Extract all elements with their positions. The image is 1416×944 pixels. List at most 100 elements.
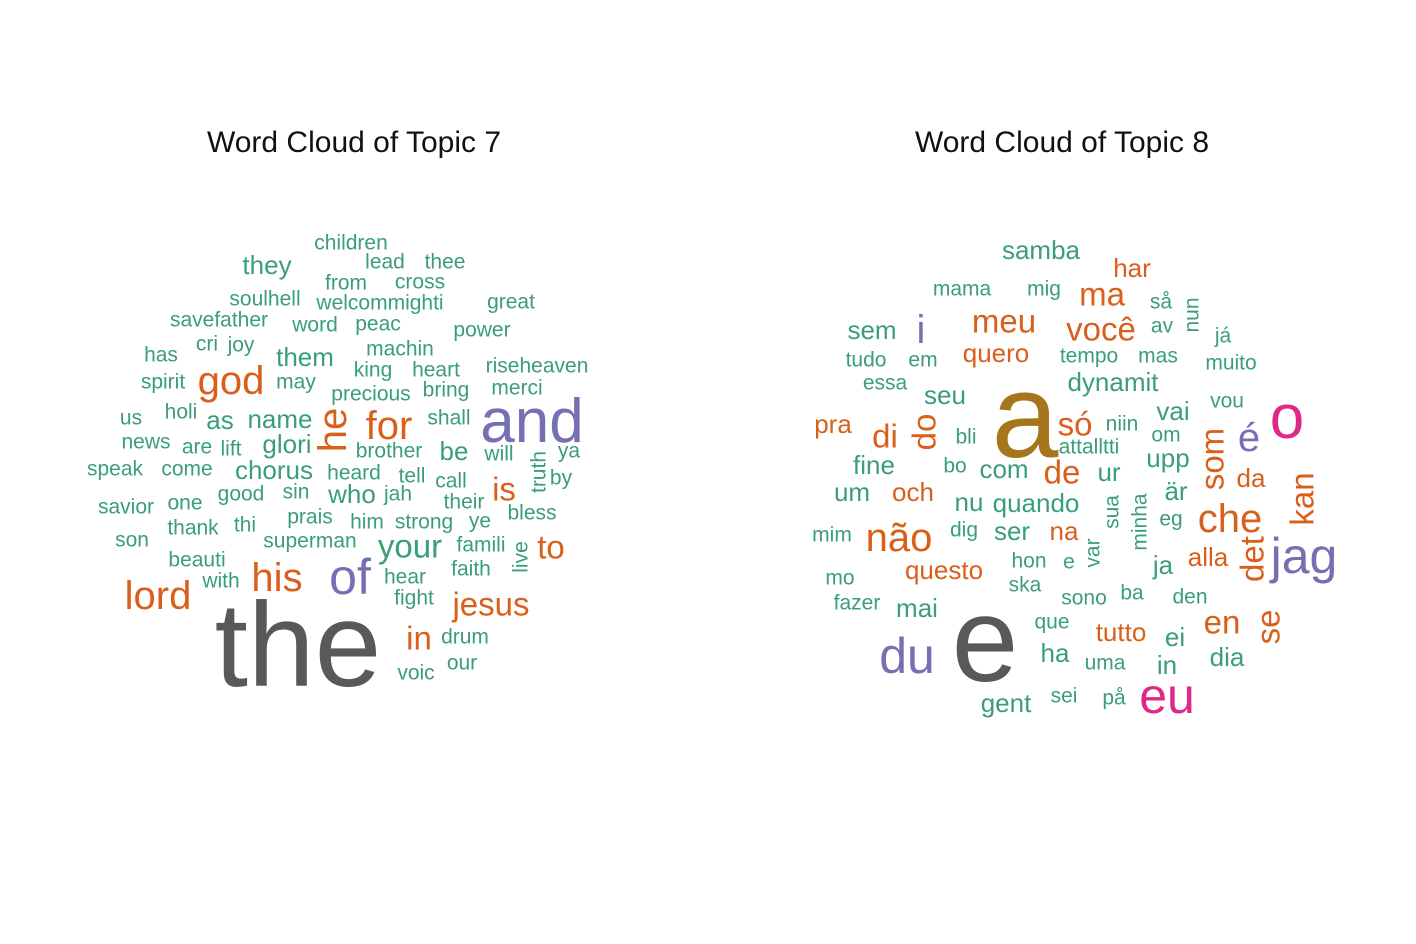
cloud-word: mai — [896, 593, 938, 623]
cloud-word: chorus — [234, 455, 314, 485]
cloud-word: fazer — [833, 591, 881, 615]
cloud-word: him — [350, 510, 384, 534]
cloud-word: minha — [1128, 493, 1152, 551]
cloud-word: speak — [86, 457, 144, 481]
cloud-word: do — [905, 413, 943, 451]
cloud-word: will — [484, 442, 514, 466]
cloud-word: nun — [1180, 297, 1204, 333]
cloud-word: och — [892, 477, 934, 507]
cloud-word: news — [121, 430, 171, 454]
cloud-word: em — [908, 348, 938, 372]
panel-title: Word Cloud of Topic 7 — [206, 126, 502, 159]
cloud-word: só — [1057, 405, 1093, 443]
cloud-word: i — [916, 308, 926, 352]
cloud-word: call — [435, 469, 467, 493]
cloud-word: är — [1164, 476, 1188, 506]
cloud-word: na — [1049, 516, 1079, 546]
cloud-word: king — [353, 358, 393, 382]
cloud-word: mo — [825, 566, 855, 590]
cloud-word: son — [115, 528, 149, 552]
cloud-word: is — [492, 470, 516, 508]
cloud-word: seu — [924, 380, 966, 410]
cloud-word: them — [276, 342, 334, 372]
cloud-word: joy — [227, 333, 255, 357]
cloud-word: with — [202, 569, 240, 593]
cloud-word: den — [1172, 585, 1208, 609]
cloud-word: sin — [282, 480, 310, 504]
cloud-word: du — [879, 628, 935, 684]
cloud-word: bring — [422, 378, 470, 402]
cloud-word: tempo — [1059, 344, 1119, 368]
cloud-word: dig — [949, 518, 979, 542]
cloud-word: hear — [383, 565, 427, 589]
cloud-word: bless — [507, 501, 557, 525]
cloud-word: spirit — [140, 370, 186, 394]
cloud-word: lead — [365, 250, 405, 274]
word-cloud-panel-topic-7: Word Cloud of Topic 7 the and of lord god for… — [86, 126, 588, 706]
cloud-word: upp — [1146, 443, 1190, 473]
cloud-word: ye — [468, 509, 492, 533]
cloud-word: det — [1233, 536, 1271, 582]
cloud-word: power — [453, 318, 511, 342]
cloud-word: cross — [394, 270, 446, 294]
cloud-word: ei — [1164, 622, 1186, 652]
cloud-word: savior — [97, 495, 155, 519]
cloud-word: nu — [954, 487, 984, 517]
cloud-word: dynamit — [1067, 367, 1159, 397]
cloud-word: ha — [1040, 638, 1070, 668]
cloud-word: who — [328, 479, 376, 509]
cloud-word: e — [1063, 550, 1075, 574]
cloud-word: holi — [164, 400, 198, 424]
cloud-word: um — [833, 477, 871, 507]
cloud-word: en — [1203, 603, 1241, 641]
cloud-word: bli — [955, 425, 977, 449]
cloud-word: cri — [195, 332, 219, 356]
cloud-word: heart — [412, 358, 460, 382]
word-cloud: the and of lord god for he his is to jesus in your ch… — [86, 231, 588, 706]
cloud-word: truth — [527, 450, 551, 494]
cloud-word: så — [1149, 290, 1173, 314]
cloud-word: que — [1034, 610, 1070, 634]
cloud-word: uma — [1084, 651, 1126, 675]
cloud-word: av — [1150, 314, 1174, 338]
cloud-word: tell — [398, 464, 426, 488]
cloud-word: som — [1193, 427, 1231, 491]
cloud-word: strong — [394, 510, 454, 534]
cloud-word: as — [206, 405, 234, 435]
cloud-word: jesus — [452, 585, 530, 623]
cloud-word: vou — [1210, 389, 1244, 413]
cloud-word: mama — [932, 277, 992, 301]
cloud-word: superman — [263, 529, 357, 553]
cloud-word: quando — [992, 488, 1080, 518]
cloud-word: o — [1269, 383, 1305, 452]
cloud-word: good — [217, 482, 265, 506]
cloud-word: eg — [1159, 507, 1183, 531]
cloud-word: thi — [233, 513, 257, 537]
cloud-word: his — [251, 556, 303, 600]
cloud-word: questo — [904, 555, 984, 585]
cloud-word: thee — [424, 250, 466, 274]
cloud-word: beauti — [168, 548, 226, 572]
cloud-word: glori — [262, 429, 312, 459]
cloud-word: gent — [980, 688, 1032, 718]
cloud-word: e — [951, 573, 1019, 707]
cloud-word: by — [549, 466, 573, 490]
cloud-word: their — [443, 490, 485, 514]
cloud-word: mig — [1027, 277, 1061, 301]
cloud-word: é — [1237, 416, 1261, 460]
cloud-word: for — [365, 404, 413, 448]
cloud-word: dia — [1209, 642, 1245, 672]
cloud-word: di — [872, 417, 898, 455]
cloud-word: children — [314, 231, 388, 255]
cloud-word: ma — [1079, 275, 1125, 313]
cloud-word: a — [991, 349, 1059, 483]
cloud-word: prais — [287, 505, 333, 529]
cloud-word: jah — [383, 482, 413, 506]
cloud-word: precious — [331, 382, 411, 406]
panel-title: Word Cloud of Topic 8 — [914, 126, 1210, 159]
cloud-word: quero — [962, 338, 1030, 368]
cloud-word: live — [509, 541, 533, 573]
cloud-word: voic — [397, 661, 435, 685]
cloud-word: essa — [862, 371, 908, 395]
cloud-word: jag — [1270, 528, 1338, 584]
